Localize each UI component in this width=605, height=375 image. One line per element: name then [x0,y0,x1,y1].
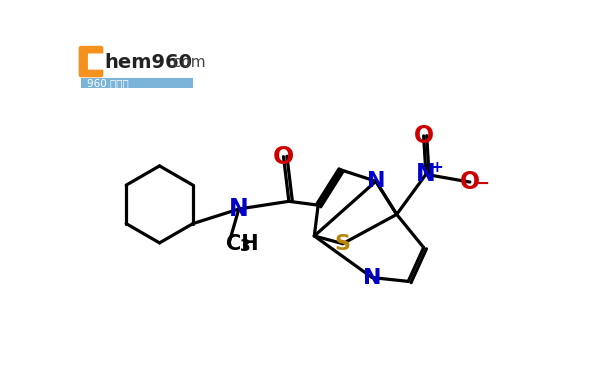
Text: −: − [474,176,489,194]
Text: 960 化工网: 960 化工网 [87,78,129,88]
Text: N: N [367,171,385,191]
Text: O: O [273,145,294,169]
Text: 3: 3 [240,239,251,254]
Bar [81,78,192,88]
Text: +: + [430,160,443,175]
Text: N: N [363,267,381,288]
Text: N: N [416,162,436,186]
Text: O: O [414,124,434,148]
Text: S: S [335,234,351,254]
Text: O: O [460,170,480,194]
Text: hem960: hem960 [105,53,193,72]
Text: .com: .com [168,55,206,70]
FancyBboxPatch shape [88,54,105,70]
FancyBboxPatch shape [79,46,103,77]
Text: N: N [229,197,249,221]
Text: CH: CH [226,234,258,254]
